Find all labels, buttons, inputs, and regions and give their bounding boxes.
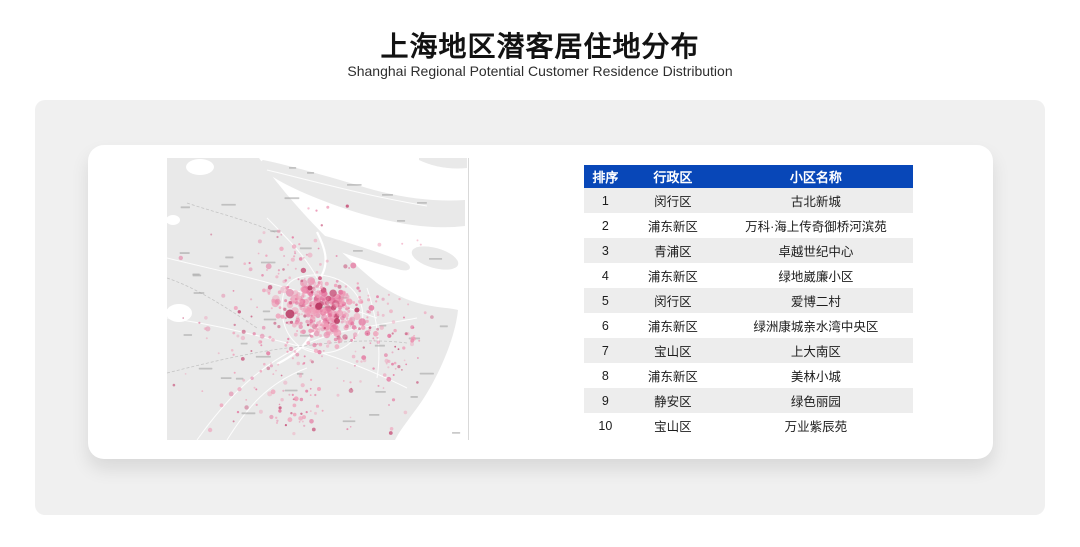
- table-cell: 绿地崴廉小区: [778, 270, 854, 284]
- ranking-table-head: 排序 行政区 小区名称: [584, 165, 913, 188]
- table-cell: 1: [601, 193, 609, 208]
- page-subtitle: Shanghai Regional Potential Customer Res…: [347, 63, 733, 79]
- table-cell: 9: [601, 393, 609, 408]
- table-cell: 浦东新区: [647, 370, 698, 384]
- table-row: 1 闵行区 古北新城: [584, 188, 913, 213]
- table-cell: 闵行区: [654, 295, 692, 309]
- table-cell: 古北新城: [790, 195, 841, 209]
- map-lake-dianshan: [167, 304, 192, 322]
- table-cell: 爱博二村: [790, 295, 841, 309]
- map-roads-gray: [167, 202, 408, 374]
- table-cell: 闵行区: [654, 195, 692, 209]
- table-cell: 浦东新区: [647, 220, 698, 234]
- table-row: 4 浦东新区 绿地崴廉小区: [584, 263, 913, 288]
- table-cell: 3: [601, 243, 609, 258]
- map-lake-small: [167, 215, 180, 225]
- ranking-table: 排序 行政区 小区名称 1 闵行区 古北新城 2 浦东新区 万科·海上传奇御桥河滨苑 3 青浦区 卓…: [584, 165, 913, 438]
- map-islet-2: [427, 326, 441, 336]
- map-panel: [167, 158, 469, 440]
- table-row: 5 闵行区 爱博二村: [584, 288, 913, 313]
- table-header-cell: 排序: [584, 165, 627, 188]
- table-cell: 浦东新区: [647, 320, 698, 334]
- table-cell: 绿洲康城亲水湾中央区: [753, 320, 879, 334]
- map-density-dots: [172, 204, 434, 436]
- table-cell: 4: [601, 268, 609, 283]
- table-cell: 5: [601, 293, 609, 308]
- table-row: 7 宝山区 上大南区: [584, 338, 913, 363]
- table-row: 9 静安区 绿色丽园: [584, 388, 913, 413]
- table-cell: 8: [601, 368, 609, 383]
- table-cell: 宝山区: [654, 345, 692, 359]
- ranking-table-body: 1 闵行区 古北新城 2 浦东新区 万科·海上传奇御桥河滨苑 3 青浦区 卓越世纪中心 4 浦东新区…: [584, 188, 913, 438]
- table-cell: 宝山区: [654, 420, 692, 434]
- map-notch: [186, 159, 214, 175]
- table-cell: 上大南区: [790, 345, 841, 359]
- table-cell: 静安区: [654, 395, 692, 409]
- page-title: 上海地区潜客居住地分布: [380, 31, 700, 62]
- content-card: 排序 行政区 小区名称 1 闵行区 古北新城 2 浦东新区 万科·海上传奇御桥河滨苑 3 青浦区 卓…: [88, 145, 993, 459]
- table-cell: 万科·海上传奇御桥河滨苑: [745, 220, 887, 234]
- table-row: 8 浦东新区 美林小城: [584, 363, 913, 388]
- table-cell: 浦东新区: [647, 270, 698, 284]
- background-panel: 排序 行政区 小区名称 1 闵行区 古北新城 2 浦东新区 万科·海上传奇御桥河滨苑 3 青浦区 卓…: [35, 100, 1045, 515]
- shanghai-map: [167, 158, 467, 440]
- table-cell: 卓越世纪中心: [778, 245, 854, 259]
- map-land-ne-strip: [419, 158, 467, 169]
- table-row: 3 青浦区 卓越世纪中心: [584, 238, 913, 263]
- table-cell: 青浦区: [654, 245, 692, 259]
- map-islet-1: [410, 312, 428, 324]
- table-header-cell: 小区名称: [718, 165, 913, 188]
- table-cell: 2: [601, 218, 609, 233]
- table-cell: 10: [598, 418, 613, 433]
- table-cell: 绿色丽园: [790, 395, 841, 409]
- table-cell: 美林小城: [790, 370, 841, 384]
- table-header-row: 排序 行政区 小区名称: [584, 165, 913, 188]
- table-cell: 万业紫辰苑: [784, 420, 848, 434]
- table-cell: 6: [601, 318, 609, 333]
- table-row: 10 宝山区 万业紫辰苑: [584, 413, 913, 438]
- ranking-table-wrap: 排序 行政区 小区名称 1 闵行区 古北新城 2 浦东新区 万科·海上传奇御桥河滨苑 3 青浦区 卓…: [584, 165, 913, 438]
- table-cell: 7: [601, 343, 609, 358]
- map-water: [259, 158, 467, 440]
- table-row: 6 浦东新区 绿洲康城亲水湾中央区: [584, 313, 913, 338]
- table-row: 2 浦东新区 万科·海上传奇御桥河滨苑: [584, 213, 913, 238]
- table-header-cell: 行政区: [626, 165, 719, 188]
